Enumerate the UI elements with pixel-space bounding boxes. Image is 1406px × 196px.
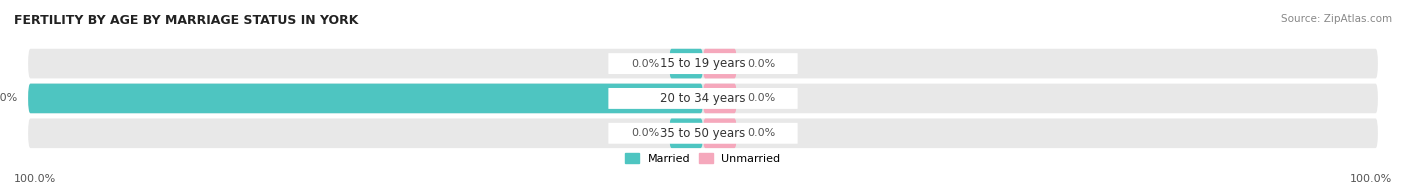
Text: 100.0%: 100.0% (0, 93, 18, 103)
FancyBboxPatch shape (609, 53, 797, 74)
FancyBboxPatch shape (28, 49, 1378, 78)
Text: 100.0%: 100.0% (1350, 174, 1392, 184)
FancyBboxPatch shape (703, 84, 737, 113)
FancyBboxPatch shape (609, 88, 797, 109)
Text: FERTILITY BY AGE BY MARRIAGE STATUS IN YORK: FERTILITY BY AGE BY MARRIAGE STATUS IN Y… (14, 14, 359, 27)
Text: 0.0%: 0.0% (747, 128, 775, 138)
Text: 0.0%: 0.0% (631, 59, 659, 69)
FancyBboxPatch shape (669, 118, 703, 148)
FancyBboxPatch shape (703, 118, 737, 148)
Text: 20 to 34 years: 20 to 34 years (661, 92, 745, 105)
FancyBboxPatch shape (28, 84, 703, 113)
Text: Source: ZipAtlas.com: Source: ZipAtlas.com (1281, 14, 1392, 24)
FancyBboxPatch shape (28, 118, 1378, 148)
FancyBboxPatch shape (669, 49, 703, 78)
FancyBboxPatch shape (703, 49, 737, 78)
Text: 100.0%: 100.0% (14, 174, 56, 184)
Text: 15 to 19 years: 15 to 19 years (661, 57, 745, 70)
Legend: Married, Unmarried: Married, Unmarried (621, 149, 785, 169)
Text: 35 to 50 years: 35 to 50 years (661, 127, 745, 140)
Text: 0.0%: 0.0% (631, 128, 659, 138)
FancyBboxPatch shape (609, 123, 797, 144)
Text: 0.0%: 0.0% (747, 59, 775, 69)
FancyBboxPatch shape (28, 84, 1378, 113)
Text: 0.0%: 0.0% (747, 93, 775, 103)
